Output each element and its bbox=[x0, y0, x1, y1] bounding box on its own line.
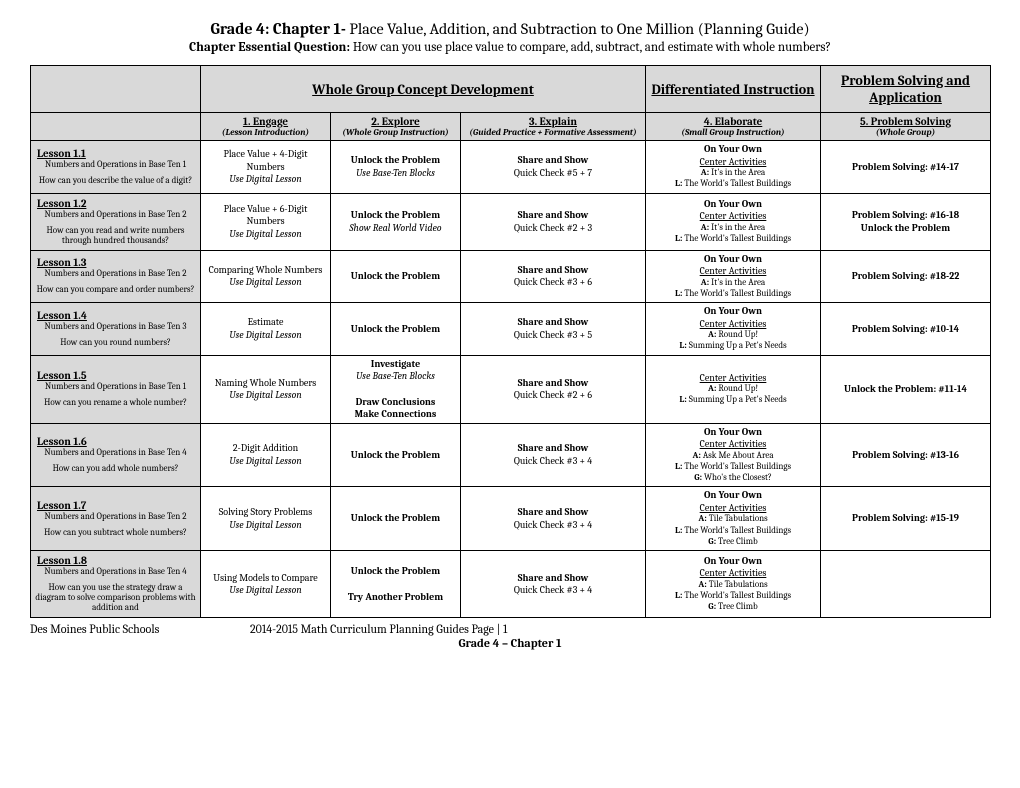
table-cell: Share and ShowQuick Check #2 + 3 bbox=[461, 193, 646, 250]
table-cell: Problem Solving: #13-16 bbox=[821, 423, 991, 487]
table-cell: On Your OwnCenter ActivitiesA: It's in t… bbox=[646, 141, 821, 194]
table-cell: Problem Solving: #18-22 bbox=[821, 250, 991, 303]
table-cell: Problem Solving: #15-19 bbox=[821, 487, 991, 551]
table-cell: Share and ShowQuick Check #3 + 4 bbox=[461, 487, 646, 551]
table-cell: Unlock the Problem bbox=[331, 423, 461, 487]
table-cell: Naming Whole NumbersUse Digital Lesson bbox=[201, 355, 331, 423]
table-cell: 2-Digit AdditionUse Digital Lesson bbox=[201, 423, 331, 487]
lesson-cell: Lesson 1.2Numbers and Operations in Base… bbox=[31, 193, 201, 250]
table-cell: Share and ShowQuick Check #3 + 4 bbox=[461, 423, 646, 487]
eq-label: Chapter Essential Question: bbox=[189, 40, 353, 55]
lesson-cell: Lesson 1.7Numbers and Operations in Base… bbox=[31, 487, 201, 551]
table-cell: Using Models to CompareUse Digital Lesso… bbox=[201, 551, 331, 618]
col-header-engage: 1. Engage(Lesson Introduction) bbox=[201, 113, 331, 141]
table-row: Lesson 1.5Numbers and Operations in Base… bbox=[31, 355, 991, 423]
table-row: Lesson 1.1Numbers and Operations in Base… bbox=[31, 141, 991, 194]
table-cell: InvestigateUse Base-Ten BlocksDraw Concl… bbox=[331, 355, 461, 423]
table-cell: Place Value + 6-Digit NumbersUse Digital… bbox=[201, 193, 331, 250]
table-cell: Share and ShowQuick Check #5 + 7 bbox=[461, 141, 646, 194]
page-title: Grade 4: Chapter 1- Place Value, Additio… bbox=[30, 20, 990, 38]
column-header-row: 1. Engage(Lesson Introduction) 2. Explor… bbox=[31, 113, 991, 141]
table-row: Lesson 1.2Numbers and Operations in Base… bbox=[31, 193, 991, 250]
table-cell: Center ActivitiesA: Round Up!L: Summing … bbox=[646, 355, 821, 423]
footer-left: Des Moines Public Schools bbox=[30, 622, 230, 636]
lesson-cell: Lesson 1.8Numbers and Operations in Base… bbox=[31, 551, 201, 618]
col-header-explain: 3. Explain(Guided Practice + Formative A… bbox=[461, 113, 646, 141]
table-row: Lesson 1.3Numbers and Operations in Base… bbox=[31, 250, 991, 303]
group-header-2: Differentiated Instruction bbox=[646, 66, 821, 113]
lesson-cell: Lesson 1.4Numbers and Operations in Base… bbox=[31, 303, 201, 356]
table-cell: On Your OwnCenter ActivitiesA: Ask Me Ab… bbox=[646, 423, 821, 487]
table-cell bbox=[821, 551, 991, 618]
col-header-elaborate: 4. Elaborate(Small Group Instruction) bbox=[646, 113, 821, 141]
lesson-cell: Lesson 1.1Numbers and Operations in Base… bbox=[31, 141, 201, 194]
table-cell: Unlock the Problem bbox=[331, 250, 461, 303]
table-cell: Unlock the Problem bbox=[331, 303, 461, 356]
table-row: Lesson 1.4Numbers and Operations in Base… bbox=[31, 303, 991, 356]
group-header-row: Whole Group Concept Development Differen… bbox=[31, 66, 991, 113]
col-header-explore: 2. Explore(Whole Group Instruction) bbox=[331, 113, 461, 141]
table-cell: Share and ShowQuick Check #3 + 4 bbox=[461, 551, 646, 618]
table-cell: On Your OwnCenter ActivitiesA: Round Up!… bbox=[646, 303, 821, 356]
title-rest: Place Value, Addition, and Subtraction t… bbox=[349, 20, 809, 38]
table-cell: Solving Story ProblemsUse Digital Lesson bbox=[201, 487, 331, 551]
table-cell: Unlock the ProblemShow Real World Video bbox=[331, 193, 461, 250]
planning-table: Whole Group Concept Development Differen… bbox=[30, 65, 991, 618]
table-cell: Comparing Whole NumbersUse Digital Lesso… bbox=[201, 250, 331, 303]
table-row: Lesson 1.7Numbers and Operations in Base… bbox=[31, 487, 991, 551]
footer-bottom: Grade 4 – Chapter 1 bbox=[30, 636, 990, 650]
table-cell: Unlock the ProblemUse Base-Ten Blocks bbox=[331, 141, 461, 194]
table-cell: Problem Solving: #10-14 bbox=[821, 303, 991, 356]
lesson-cell: Lesson 1.3Numbers and Operations in Base… bbox=[31, 250, 201, 303]
table-cell: On Your OwnCenter ActivitiesA: Tile Tabu… bbox=[646, 551, 821, 618]
table-body: Lesson 1.1Numbers and Operations in Base… bbox=[31, 141, 991, 618]
table-cell: Share and ShowQuick Check #3 + 6 bbox=[461, 250, 646, 303]
table-cell: Share and ShowQuick Check #2 + 6 bbox=[461, 355, 646, 423]
lesson-cell: Lesson 1.5Numbers and Operations in Base… bbox=[31, 355, 201, 423]
group-header-3: Problem Solving and Application bbox=[821, 66, 991, 113]
table-cell: Unlock the ProblemTry Another Problem bbox=[331, 551, 461, 618]
table-row: Lesson 1.6Numbers and Operations in Base… bbox=[31, 423, 991, 487]
title-prefix: Grade 4: Chapter 1- bbox=[210, 20, 349, 38]
essential-question: Chapter Essential Question: How can you … bbox=[30, 40, 990, 55]
table-cell: On Your OwnCenter ActivitiesA: It's in t… bbox=[646, 250, 821, 303]
table-cell: EstimateUse Digital Lesson bbox=[201, 303, 331, 356]
table-cell: Problem Solving: #16-18Unlock the Proble… bbox=[821, 193, 991, 250]
corner-cell bbox=[31, 66, 201, 113]
table-cell: Unlock the Problem: #11-14 bbox=[821, 355, 991, 423]
table-row: Lesson 1.8Numbers and Operations in Base… bbox=[31, 551, 991, 618]
col-header-solve: 5. Problem Solving(Whole Group) bbox=[821, 113, 991, 141]
eq-text: How can you use place value to compare, … bbox=[353, 40, 831, 55]
footer: Des Moines Public Schools 2014-2015 Math… bbox=[30, 622, 990, 650]
table-cell: Share and ShowQuick Check #3 + 5 bbox=[461, 303, 646, 356]
table-cell: Unlock the Problem bbox=[331, 487, 461, 551]
lesson-col-header bbox=[31, 113, 201, 141]
footer-mid: 2014-2015 Math Curriculum Planning Guide… bbox=[230, 622, 990, 636]
table-cell: On Your OwnCenter ActivitiesA: Tile Tabu… bbox=[646, 487, 821, 551]
table-cell: Place Value + 4-Digit NumbersUse Digital… bbox=[201, 141, 331, 194]
group-header-1: Whole Group Concept Development bbox=[201, 66, 646, 113]
table-cell: On Your OwnCenter ActivitiesA: It's in t… bbox=[646, 193, 821, 250]
table-cell: Problem Solving: #14-17 bbox=[821, 141, 991, 194]
lesson-cell: Lesson 1.6Numbers and Operations in Base… bbox=[31, 423, 201, 487]
